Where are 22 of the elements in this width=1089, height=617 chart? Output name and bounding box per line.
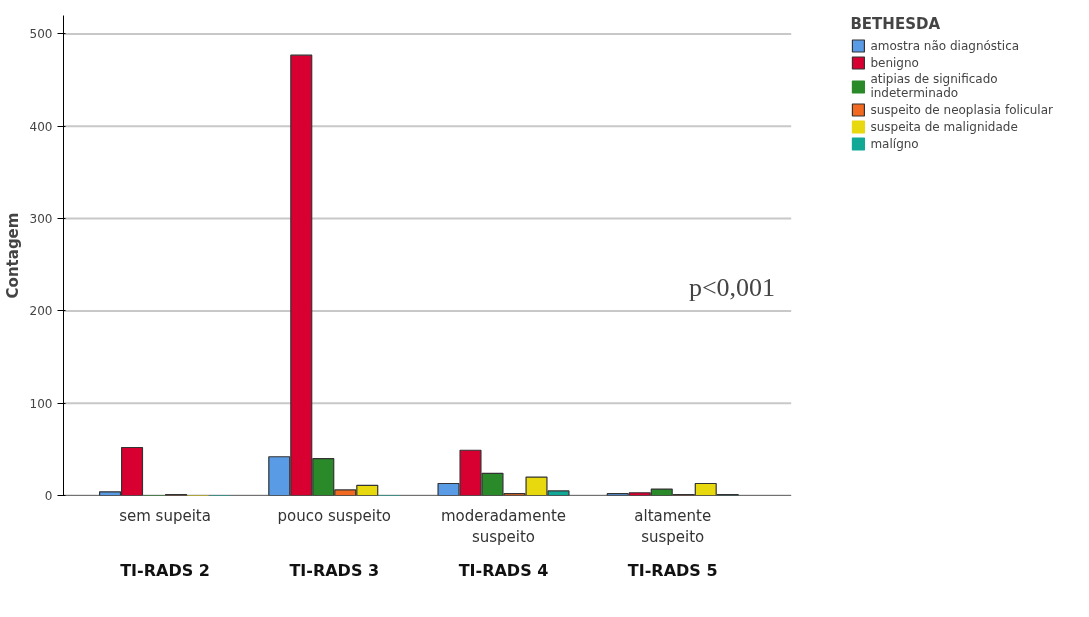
y-axis-title: Contagem — [3, 212, 22, 299]
text: TI-RADS 2 — [120, 560, 210, 580]
annotation: p<0,001 — [688, 272, 776, 302]
y-tick-label: 200 — [29, 304, 53, 319]
text: TI-RADS 3 — [289, 560, 380, 580]
x-tick-label: altamente suspeito — [634, 506, 712, 547]
y-tick-label: 300 — [29, 212, 53, 227]
legend-label: malígno — [870, 136, 919, 151]
x-tick-label: moderadamente suspeito — [440, 506, 567, 547]
y-tick-label: 100 — [29, 396, 53, 411]
text: TI-RADS 5 — [627, 560, 718, 580]
x-tick-label: sem supeita — [119, 506, 211, 525]
legend-title: BETHESDA — [850, 15, 941, 33]
text: TI-RADS 4 — [458, 560, 549, 580]
legend-label: amostra não diagnóstica — [870, 38, 1020, 53]
legend-label: suspeito de neoplasia folicular — [870, 102, 1053, 117]
y-tick-label: 400 — [29, 119, 53, 134]
x-tick-label: pouco suspeito — [277, 506, 392, 525]
legend-label: suspeita de malignidade — [870, 119, 1018, 134]
y-tick-label: 500 — [29, 27, 53, 42]
y-tick-label: 0 — [44, 489, 53, 503]
legend-label: benigno — [870, 55, 919, 70]
